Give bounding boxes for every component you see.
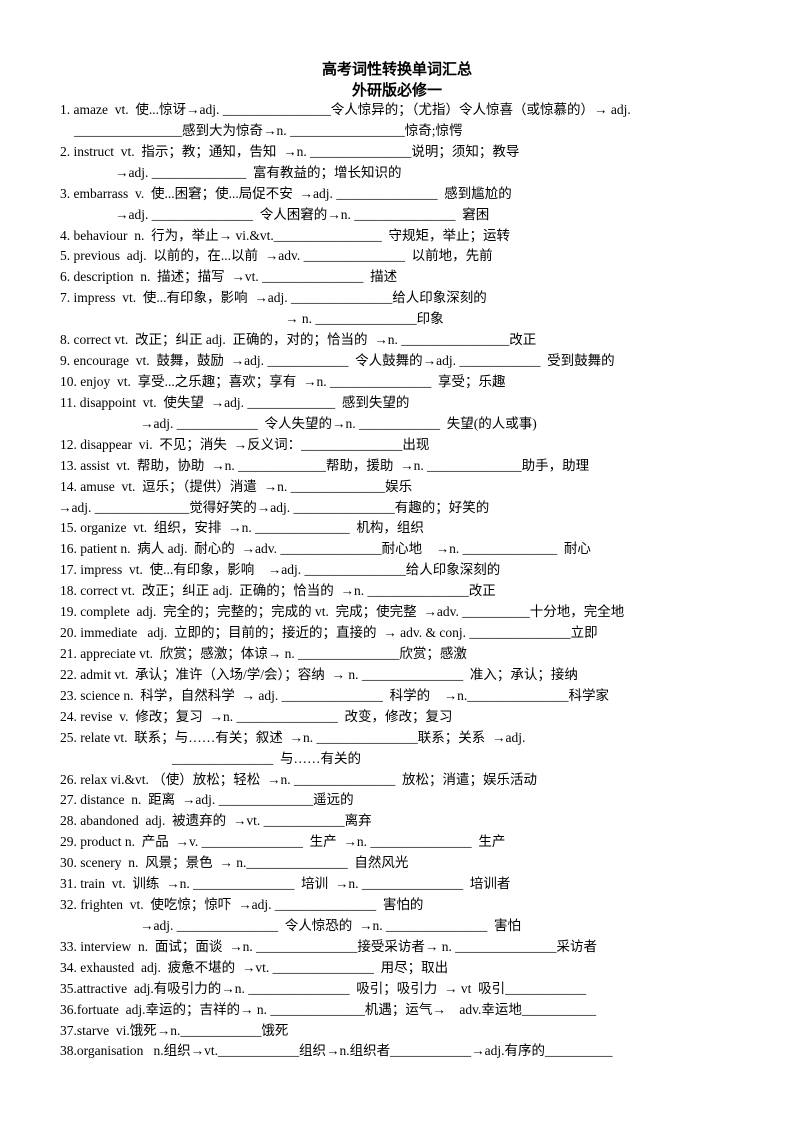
list-item: 11. disappoint vt. 使失望 →adj. ___________… (60, 394, 410, 410)
list-item: 8. correct vt. 改正；纠正 adj. 正确的，对的；恰当的 →n.… (60, 332, 537, 348)
list-item: 7. impress vt. 使...有印象，影响 →adj. ________… (60, 290, 487, 306)
list-item: ________________感到大为惊奇→n. ______________… (74, 122, 463, 138)
list-item: 22. admit vt. 承认；准许（入场/学/会）；容纳 → n. ____… (60, 666, 578, 682)
list-item: 12. disappear vi. 不见；消失 →反义词：___________… (60, 436, 430, 452)
list-item: 27. distance n. 距离 →adj. ______________遥… (60, 792, 354, 808)
list-item: 13. assist vt. 帮助，协助 →n. _____________帮助… (60, 457, 590, 473)
list-item: 3. embarrass v. 使...困窘；使...局促不安 →adj. __… (60, 185, 512, 201)
list-item: 30. scenery n. 风景；景色 → n._______________… (60, 855, 409, 871)
list-item: → n. _______________印象 (285, 311, 444, 327)
list-item: 2. instruct vt. 指示；教；通知，告知 →n. _________… (60, 143, 520, 159)
list-item: 10. enjoy vt. 享受...之乐趣；喜欢；享有 →n. _______… (60, 373, 506, 389)
list-item: 19. complete adj. 完全的；完整的；完成的 vt. 完成；使完整… (60, 604, 625, 620)
list-item: 18. correct vt. 改正；纠正 adj. 正确的；恰当的 →n. _… (60, 583, 496, 599)
list-item: →adj. _______________ 令人困窘的→n. _________… (115, 206, 490, 222)
list-item: 5. previous adj. 以前的，在...以前 →adv. ______… (60, 248, 493, 264)
list-item: 37.starve vi.饿死→n.____________饿死 (60, 1022, 289, 1038)
list-item: 33. interview n. 面试；面谈 →n. _____________… (60, 938, 597, 954)
document-subtitle: 外研版必修一 (351, 83, 442, 99)
document-title: 高考词性转换单词汇总 (321, 62, 472, 78)
list-item: 35.attractive adj.有吸引力的→n. _____________… (60, 980, 587, 996)
list-item: 1. amaze vt. 使...惊讶→adj. _______________… (60, 102, 631, 117)
list-item: 28. abandoned adj. 被遗弃的 →vt. ___________… (60, 813, 372, 829)
list-item: 24. revise v. 修改；复习 →n. _______________ … (60, 708, 453, 724)
list-item: 34. exhausted adj. 疲惫不堪的 →vt. __________… (60, 959, 449, 975)
list-item: →adj. ____________ 令人失望的→n. ____________… (140, 415, 537, 431)
list-item: 14. amuse vt. 逗乐；（提供）消遣 →n. ____________… (60, 478, 413, 494)
word-list: 1. amaze vt. 使...惊讶→adj. _______________… (58, 100, 760, 1062)
list-item: 31. train vt. 训练 →n. _______________ 培训 … (60, 876, 511, 892)
list-item: 16. patient n. 病人 adj. 耐心的 →adv. _______… (60, 541, 591, 557)
list-item: →adj. ______________觉得好笑的→adj. _________… (58, 499, 490, 515)
list-item: 29. product n. 产品 →v. _______________ 生产… (60, 834, 506, 850)
list-item: 15. organize vt. 组织，安排 →n. _____________… (60, 520, 424, 536)
list-item: 9. encourage vt. 鼓舞，鼓励 →adj. ___________… (60, 353, 615, 369)
list-item: 26. relax vi.&vt. （使）放松；轻松 →n. _________… (60, 771, 537, 787)
list-item: 20. immediate adj. 立即的；目前的；接近的；直接的 → adv… (60, 625, 598, 641)
list-item: →adj. _______________ 令人惊恐的 →n. ________… (140, 917, 521, 933)
list-item: →adj. ______________ 富有教益的；增长知识的 (115, 164, 402, 180)
list-item: 4. behaviour n. 行为，举止→ vi.&vt.__________… (60, 227, 510, 243)
list-item: 32. frighten vt. 使吃惊；惊吓 →adj. __________… (60, 897, 424, 913)
list-item: 23. science n. 科学，自然科学 → adj. __________… (60, 687, 609, 703)
list-item: 38.organisation n.组织→vt.____________组织→n… (60, 1043, 613, 1059)
list-item: 6. description n. 描述；描写 →vt. ___________… (60, 269, 398, 285)
list-item: 25. relate vt. 联系；与……有关；叙述 →n. _________… (60, 729, 526, 745)
list-item: 36.fortuate adj.幸运的；吉祥的→ n. ____________… (60, 1001, 597, 1017)
list-item: _______________ 与……有关的 (172, 750, 361, 766)
list-item: 17. impress vt. 使...有印象，影响 →adj. _______… (60, 562, 501, 578)
list-item: 21. appreciate vt. 欣赏；感激；体谅→ n. ________… (60, 645, 467, 661)
